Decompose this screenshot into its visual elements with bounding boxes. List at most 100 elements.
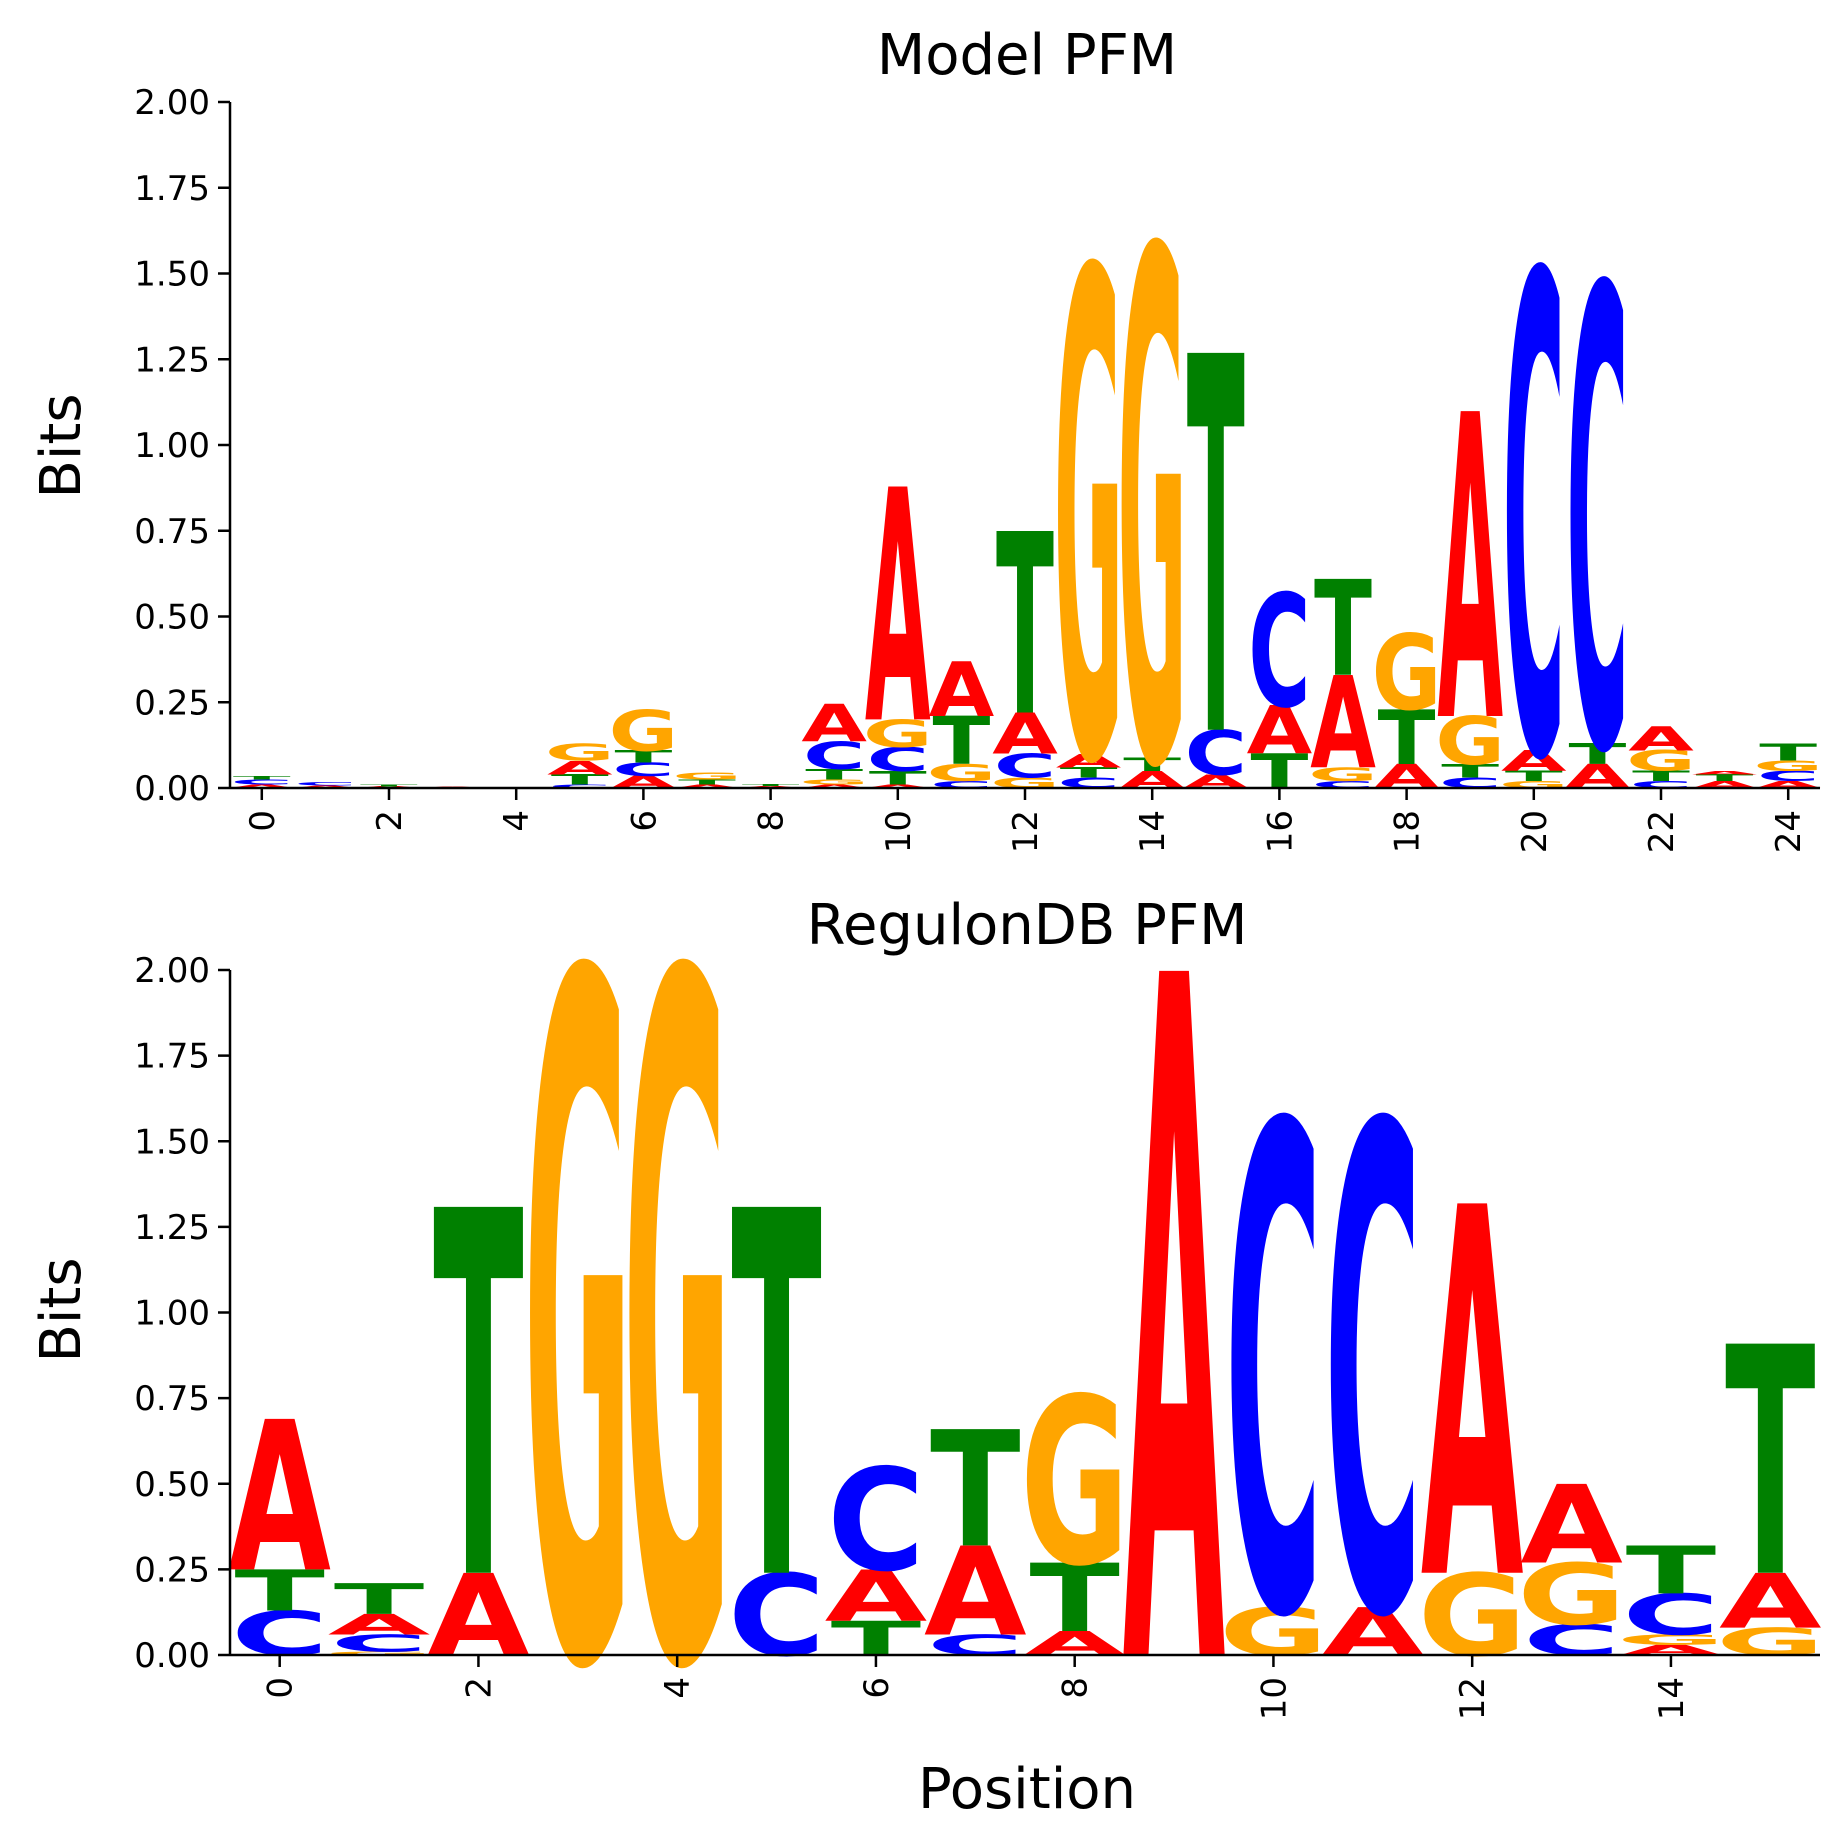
x-tick-label: 14: [1652, 1677, 1692, 1720]
logo-glyph-t: T: [551, 772, 610, 788]
logo-glyph-g: G: [1435, 703, 1505, 779]
logo-glyph-a: A: [1755, 779, 1821, 790]
logo-glyph-c: C: [231, 778, 293, 786]
logo-glyph-t: T: [731, 1107, 822, 1692]
logo-glyph-g: G: [1020, 1351, 1129, 1618]
y-tick-label: 1.50: [134, 255, 210, 295]
y-tick-label: 1.00: [134, 426, 210, 466]
y-tick-label: 1.00: [134, 1294, 210, 1334]
x-tick-label: 10: [879, 810, 919, 853]
logo-glyph-a: A: [801, 784, 867, 789]
y-tick-label: 0.75: [134, 512, 210, 552]
x-tick-label: 16: [1260, 810, 1300, 853]
logo-glyph-t: T: [334, 1575, 424, 1624]
logo-glyph-t: T: [1759, 739, 1818, 767]
logo-glyph-a: A: [328, 1608, 431, 1641]
logo-glyph-a: A: [801, 694, 867, 754]
logo-glyph-c: C: [1566, 159, 1628, 892]
logo-glyph-c: C: [612, 759, 674, 781]
y-tick-label: 0.50: [134, 598, 210, 638]
logo-glyph-a: A: [1501, 745, 1567, 778]
logo-glyph-a: A: [1719, 1559, 1822, 1646]
logo-glyph-t: T: [996, 481, 1054, 772]
y-tick-label: 0.00: [134, 769, 210, 809]
y-tick-label: 0.00: [134, 1636, 210, 1676]
logo-glyph-g: G: [523, 785, 632, 1834]
logo-glyph-a: A: [1437, 329, 1503, 815]
x-tick-label: 4: [658, 1677, 698, 1699]
x-tick-label: 2: [370, 810, 410, 832]
model-pfm-glyphs: ACTACATAACTAGACTGATGATAGTCAATCGACGTAGCAT…: [229, 107, 1823, 923]
model-pfm-title: Model PFM: [877, 23, 1177, 88]
y-tick-label: 0.75: [134, 1379, 210, 1419]
logo-glyph-g: G: [1753, 758, 1823, 774]
model-pfm-panel: Model PFM Bits ACTACATAACTAGACTGATGATAGT…: [29, 23, 1823, 923]
logo-glyph-c: C: [549, 784, 611, 789]
logo-glyph-c: C: [1312, 779, 1374, 790]
logo-glyph-a: A: [1520, 1463, 1623, 1588]
logo-glyph-g: G: [672, 771, 742, 782]
logo-glyph-a: A: [929, 647, 995, 734]
logo-glyph-c: C: [294, 781, 356, 786]
x-axis-label: Position: [918, 1757, 1136, 1822]
y-tick-label: 1.75: [134, 169, 210, 209]
y-tick-label: 0.25: [134, 683, 210, 723]
logo-glyph-t: T: [1187, 251, 1245, 852]
logo-glyph-g: G: [1054, 136, 1124, 912]
model-pfm-axes: 0.00 0.25 0.50 0.75 1.00 1.25 1.50 1.75 2.00 0 2 4 6…: [134, 83, 1820, 853]
logo-glyph-c: C: [867, 741, 929, 779]
x-tick-label: 18: [1388, 810, 1428, 853]
logo-glyph-t: T: [1378, 695, 1436, 782]
logo-glyph-t: T: [932, 703, 990, 779]
logo-glyph-t: T: [433, 1107, 524, 1692]
logo-glyph-a: A: [228, 1378, 331, 1618]
logo-glyph-a: A: [229, 784, 295, 789]
x-tick-label: 0: [243, 810, 283, 832]
logo-glyph-a: A: [547, 757, 613, 779]
logo-glyph-c: C: [1248, 563, 1310, 743]
logo-glyph-t: T: [1696, 773, 1754, 784]
y-tick-label: 2.00: [134, 83, 210, 123]
logo-glyph-a: A: [1421, 1104, 1525, 1694]
logo-glyph-c: C: [803, 735, 865, 779]
logo-glyph-t: T: [1029, 1544, 1119, 1654]
logo-glyph-t: T: [1123, 754, 1181, 776]
logo-glyph-t: T: [1314, 554, 1372, 707]
logo-glyph-g: G: [1517, 1547, 1626, 1645]
x-tick-label: 24: [1769, 810, 1809, 853]
logo-glyph-g: G: [545, 739, 615, 767]
logo-glyph-a: A: [1247, 693, 1313, 769]
logo-glyph-t: T: [742, 783, 800, 786]
y-tick-label: 1.25: [134, 340, 210, 380]
logo-glyph-a: A: [924, 1522, 1027, 1664]
logo-glyph-t: T: [233, 775, 291, 780]
logo-glyph-c: C: [1225, 990, 1322, 1765]
logo-glyph-a: A: [293, 785, 359, 789]
logo-glyph-g: G: [609, 698, 679, 764]
logo-glyph-a: A: [1322, 1594, 1425, 1671]
logo-glyph-g: G: [623, 785, 732, 1834]
y-tick-label: 0.25: [134, 1550, 210, 1590]
x-tick-label: 22: [1642, 810, 1682, 853]
x-tick-label: 6: [857, 1677, 897, 1699]
logo-glyph-c: C: [1503, 140, 1565, 906]
x-tick-label: 8: [1056, 1677, 1096, 1699]
model-pfm-ylabel: Bits: [29, 393, 94, 498]
logo-glyph-t: T: [1060, 765, 1119, 781]
logo-glyph-c: C: [827, 1440, 924, 1604]
logo-glyph-a: A: [1056, 750, 1122, 772]
logo-glyph-a: A: [865, 424, 931, 796]
logo-glyph-a: A: [825, 1556, 928, 1638]
x-tick-label: 2: [459, 1677, 499, 1699]
logo-glyph-c: C: [1185, 718, 1247, 789]
logo-glyph-t: T: [1632, 768, 1691, 784]
logo-glyph-c: C: [1523, 1616, 1620, 1665]
x-tick-label: 0: [261, 1677, 301, 1699]
logo-glyph-g: G: [799, 778, 869, 786]
logo-glyph-t: T: [869, 767, 927, 789]
x-tick-label: 6: [624, 810, 664, 832]
regulondb-pfm-title: RegulonDB PFM: [807, 893, 1248, 958]
y-tick-label: 2.00: [134, 951, 210, 991]
